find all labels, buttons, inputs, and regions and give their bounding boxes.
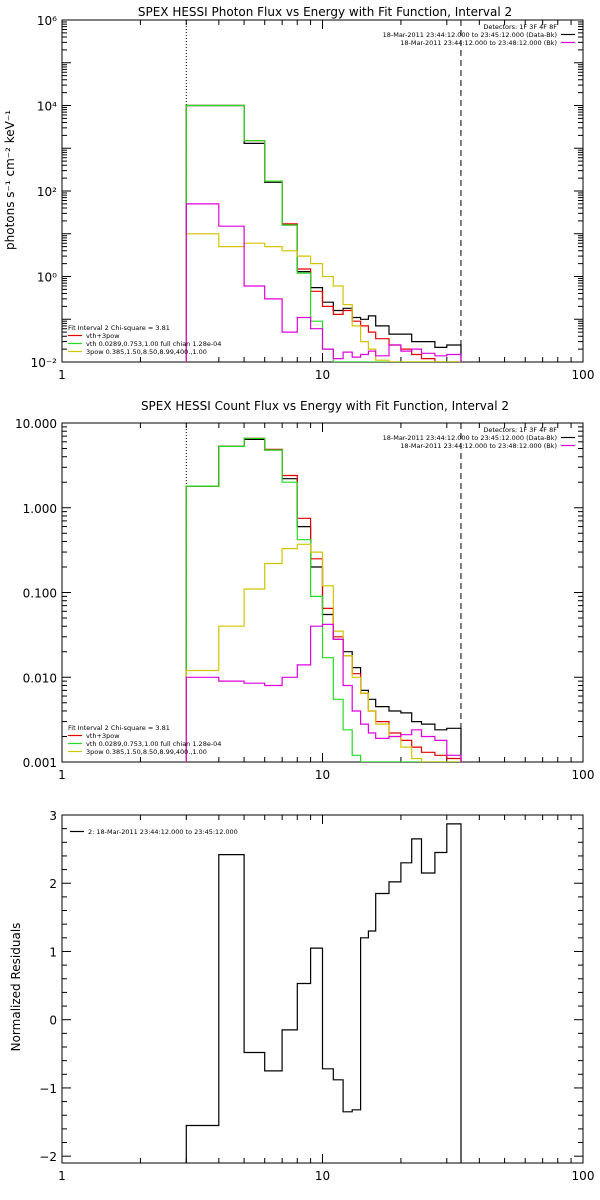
- x-tick-label: 100: [572, 368, 595, 382]
- y-tick-label: 2: [49, 877, 57, 891]
- legend-entry: vth 0.0289,0.753,1.00 full chian 1.28e-0…: [86, 340, 221, 348]
- legend-entry: 3pow 0.385,1.50,8.50,8.99,400.,1.00: [86, 348, 207, 356]
- legend-entry: vth+3pow: [86, 732, 120, 740]
- y-tick-label: 10.000: [15, 417, 57, 431]
- residuals-plot-area: 1 10 100 −2 −1 0 1 2 3 2: 18-Mar-2011 23:44:12.00…: [39, 809, 594, 1183]
- legend-entry: 2: 18-Mar-2011 23:44:12.000 to 23:45:12.…: [88, 828, 238, 836]
- x-tick-label: 100: [572, 1169, 595, 1183]
- y-tick-label: 0.010: [23, 671, 57, 685]
- series-line-2-18-mar-2011-23-44-12-000-to-23-45-12-000: [185, 823, 462, 1163]
- series-group: [185, 437, 462, 762]
- count-flux-chart: SPEX HESSI Count Flux vs Energy with Fit…: [15, 399, 594, 782]
- chart-title: SPEX HESSI Photon Flux vs Energy with Fi…: [138, 5, 512, 19]
- series-line-bk: [185, 203, 462, 362]
- legend-entry: 18-Mar-2011 23:44:12.000 to 23:45:12.000…: [383, 434, 557, 442]
- y-tick-label: 10²: [37, 185, 57, 199]
- legend-entry: vth+3pow: [86, 332, 120, 340]
- y-tick-label: 0.001: [23, 756, 57, 770]
- series-line-data-bk: [185, 438, 462, 762]
- x-tick-label: 1: [58, 1169, 66, 1183]
- legend-entry: Fit Interval 2 Chi-square = 3.81: [68, 324, 170, 332]
- legend-entry: vth 0.0289,0.753,1.00 full chian 1.28e-0…: [86, 740, 221, 748]
- series-group: [185, 104, 462, 362]
- y-tick-label: −2: [39, 1150, 57, 1164]
- x-tick-label: 1: [58, 768, 66, 782]
- y-tick-label: 1.000: [23, 502, 57, 516]
- legend-entry: 18-Mar-2011 23:44:12.000 to 23:48:12.000…: [400, 442, 557, 450]
- x-tick-label: 1: [58, 368, 66, 382]
- y-tick-label: 10⁶: [37, 14, 57, 28]
- y-tick-label: 1: [49, 945, 57, 959]
- x-tick-label: 10: [315, 768, 330, 782]
- series-line-3pow: [185, 233, 461, 362]
- series-line-vth: [185, 104, 461, 362]
- y-tick-label: 10⁻²: [31, 356, 58, 370]
- chart-title: SPEX HESSI Count Flux vs Energy with Fit…: [141, 399, 509, 413]
- y-tick-label: 0.100: [23, 587, 57, 601]
- y-tick-label: 10⁴: [37, 100, 57, 114]
- y-tick-label: 3: [49, 809, 57, 823]
- legend-entry: 18-Mar-2011 23:44:12.000 to 23:45:12.000…: [383, 31, 557, 39]
- legend-entry: Detectors: 1F 3F 4F 8F: [483, 426, 557, 434]
- series-line-bk: [185, 623, 462, 762]
- photon-flux-chart: SPEX HESSI Photon Flux vs Energy with Fi…: [3, 5, 594, 382]
- series-line-vth-3pow: [185, 437, 462, 762]
- y-tick-label: −1: [39, 1082, 57, 1096]
- series-line-vth: [185, 437, 461, 762]
- series-line-vth-3pow: [185, 104, 461, 362]
- legend-entry: Fit Interval 2 Chi-square = 3.81: [68, 724, 170, 732]
- count-plot-area: 1 10 100 0.001 0.010 0.100 1.000 10.000 Detector…: [15, 417, 594, 782]
- x-tick-label: 10: [315, 1169, 330, 1183]
- x-tick-label: 100: [572, 768, 595, 782]
- series-group: [185, 823, 462, 1163]
- plot-frame: [61, 19, 584, 363]
- legend-entry: 18-Mar-2011 23:44:12.000 to 23:48:12.000…: [400, 39, 557, 47]
- legend-entry: 3pow 0.385,1.50,8.50,8.99,400.,1.00: [86, 748, 207, 756]
- y-tick-label: 0: [49, 1014, 57, 1028]
- y-axis-label: photons s⁻¹ cm⁻² keV⁻¹: [3, 110, 17, 250]
- residuals-chart: Normalized Residuals 1 10 100 −2 −1 0 1 2 3 2: 18…: [9, 809, 594, 1183]
- legend-entry: Detectors: 1F 3F 4F 8F: [483, 23, 557, 31]
- photon-plot-area: 1 10 100 10⁻² 10⁰ 10² 10⁴ 10⁶ Detectors: 1F 3F 4…: [31, 14, 595, 382]
- x-tick-label: 10: [315, 368, 330, 382]
- y-tick-label: 10⁰: [37, 271, 57, 285]
- y-axis-label: Normalized Residuals: [9, 923, 23, 1052]
- series-line-data-bk: [185, 104, 462, 362]
